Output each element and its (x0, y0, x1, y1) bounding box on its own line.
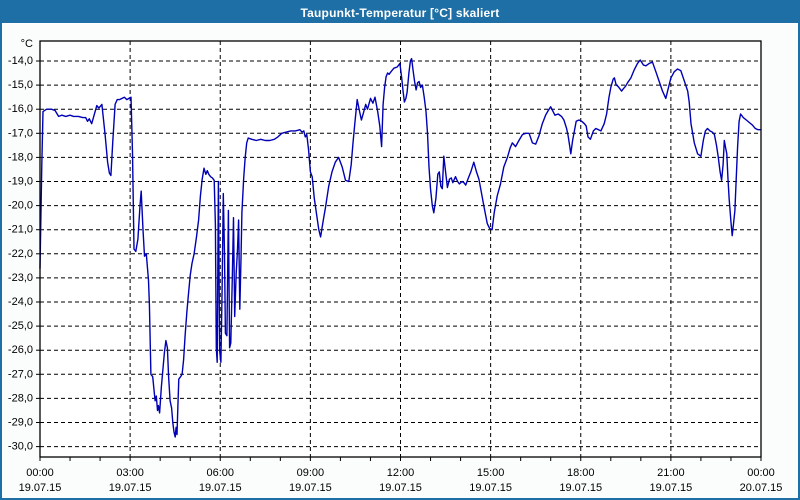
plot-border (39, 40, 762, 458)
x-date-label: 19.07.15 (559, 482, 602, 494)
y-tick-label: -16,0 (8, 103, 33, 115)
y-tick-label: -14,0 (8, 55, 33, 67)
chart-title: Taupunkt-Temperatur [°C] skaliert (300, 5, 500, 20)
y-tick-label: -21,0 (8, 224, 33, 236)
x-time-label: 12:00 (387, 467, 415, 479)
x-time-label: 18:00 (567, 467, 595, 479)
chart-canvas: -14,0 -15,0 -16,0 -17,0 -18,0 -19,0 -20,0 -21,0… (8, 38, 783, 494)
y-tick-label: -30,0 (8, 441, 33, 453)
y-tick-label: -19,0 (8, 176, 33, 188)
x-date-label: 20.07.15 (740, 482, 783, 494)
x-date-label: 19.07.15 (469, 482, 512, 494)
x-date-label: 19.07.15 (109, 482, 152, 494)
y-tick-label: -28,0 (8, 392, 33, 404)
y-tick-label: -25,0 (8, 320, 33, 332)
y-tick-label: -20,0 (8, 200, 33, 212)
y-tick-label: -24,0 (8, 296, 33, 308)
x-date-label: 19.07.15 (649, 482, 692, 494)
x-time-label: 03:00 (116, 467, 144, 479)
x-date-label: 19.07.15 (289, 482, 332, 494)
chart-title-bar: Taupunkt-Temperatur [°C] skaliert (2, 2, 798, 24)
y-tick-label: -23,0 (8, 272, 33, 284)
x-time-label: 21:00 (657, 467, 685, 479)
y-tick-label: -29,0 (8, 417, 33, 429)
x-time-label: 09:00 (297, 467, 325, 479)
x-time-label: 15:00 (477, 467, 505, 479)
x-date-label: 19.07.15 (379, 482, 422, 494)
x-time-label: 00:00 (747, 467, 775, 479)
y-tick-label: -27,0 (8, 368, 33, 380)
y-tick-label: -26,0 (8, 344, 33, 356)
y-tick-label: -18,0 (8, 151, 33, 163)
x-time-label: 06:00 (206, 467, 234, 479)
x-time-label: 00:00 (26, 467, 54, 479)
y-tick-label: -22,0 (8, 248, 33, 260)
y-tick-label: -15,0 (8, 79, 33, 91)
x-date-label: 19.07.15 (199, 482, 242, 494)
y-unit-label: °C (21, 38, 33, 50)
temperature-line (39, 57, 762, 438)
x-date-label: 19.07.15 (19, 482, 62, 494)
y-tick-label: -17,0 (8, 127, 33, 139)
